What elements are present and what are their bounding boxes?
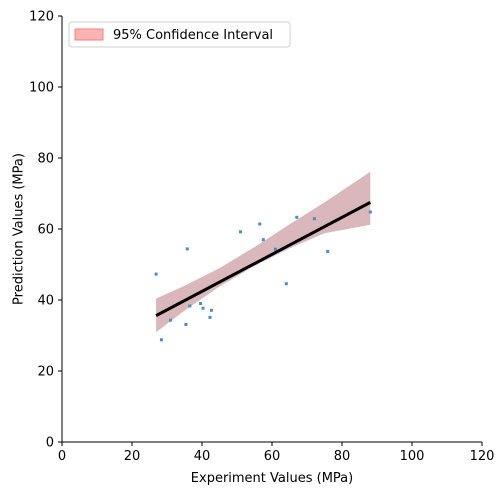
legend: 95% Confidence Interval <box>68 21 291 48</box>
x-axis-label: Experiment Values (MPa) <box>191 471 353 486</box>
x-tick-label: 20 <box>124 449 141 464</box>
data-point <box>184 323 188 326</box>
confidence-band-layer <box>156 171 371 333</box>
data-point <box>169 318 172 322</box>
x-tick-label: 80 <box>334 449 351 464</box>
data-point <box>188 304 192 308</box>
legend-label-confidence-interval: 95% Confidence Interval <box>113 28 273 43</box>
y-tick-label: 100 <box>29 81 54 96</box>
y-tick-label: 20 <box>37 365 54 380</box>
y-tick-label: 120 <box>29 10 54 25</box>
data-point <box>284 282 288 286</box>
y-axis-label: Prediction Values (MPa) <box>12 153 27 305</box>
y-tick-label: 40 <box>37 294 54 309</box>
legend-swatch-confidence-interval <box>74 28 104 41</box>
x-tick-label: 0 <box>58 449 66 464</box>
data-point <box>368 210 372 214</box>
data-point <box>258 222 262 226</box>
y-tick-label: 0 <box>46 436 54 451</box>
legend-frame <box>68 21 291 48</box>
data-point <box>274 247 277 251</box>
regression-line <box>155 201 372 317</box>
data-point <box>159 338 163 342</box>
scatter-points-layer <box>154 210 372 342</box>
ticks-layer: 0 20 40 60 80 100 120 0 20 40 60 80 100 120 <box>29 10 494 465</box>
data-point <box>261 238 265 242</box>
axes-layer <box>61 16 482 443</box>
x-tick-label: 120 <box>470 449 495 464</box>
x-tick-label: 40 <box>194 449 211 464</box>
x-tick-label: 60 <box>264 449 281 464</box>
data-point <box>295 215 299 219</box>
data-point <box>201 306 205 310</box>
y-tick-label: 80 <box>37 152 54 167</box>
data-point <box>199 302 203 305</box>
data-point <box>312 217 316 221</box>
data-point <box>208 315 212 319</box>
confidence-band <box>156 171 371 333</box>
data-point <box>209 308 213 312</box>
y-tick-label: 60 <box>37 223 54 238</box>
data-point <box>154 272 158 276</box>
fit-line-layer <box>155 201 372 317</box>
data-point <box>185 247 189 251</box>
x-tick-label: 100 <box>400 449 425 464</box>
data-point <box>326 249 330 253</box>
data-point <box>239 230 242 234</box>
